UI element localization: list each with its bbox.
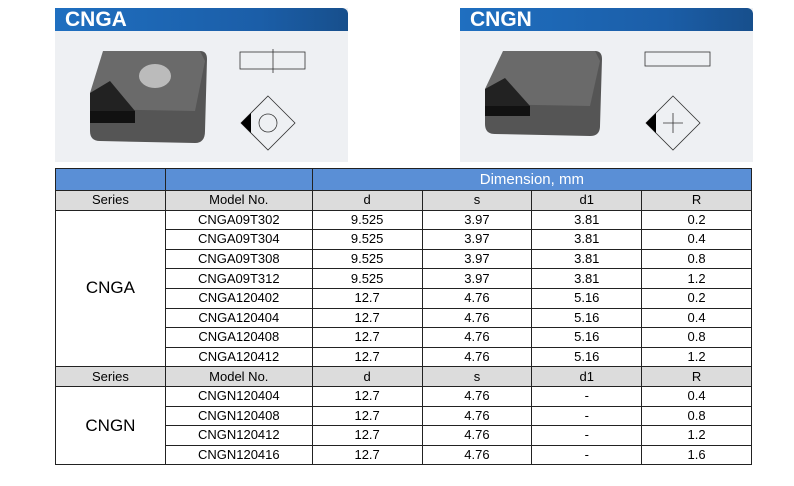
header-blank bbox=[55, 168, 166, 191]
table-cell: 9.525 bbox=[311, 209, 423, 231]
column-header-row: Series Model No. d s d1 R bbox=[55, 366, 752, 387]
table-cell: 0.4 bbox=[641, 385, 752, 407]
table-cell: 4.76 bbox=[421, 287, 533, 309]
table-cell: CNGA120404 bbox=[164, 307, 313, 329]
table-cell: 4.76 bbox=[421, 405, 533, 427]
table-cell: 12.7 bbox=[311, 346, 423, 368]
table-cell: CNGN120408 bbox=[164, 405, 313, 427]
column-header: R bbox=[641, 366, 752, 387]
table-cell: 5.16 bbox=[531, 287, 643, 309]
column-header: Model No. bbox=[164, 190, 313, 211]
table-cell: 0.8 bbox=[641, 248, 752, 270]
table-cell: CNGA120402 bbox=[164, 287, 313, 309]
table-cell: 4.76 bbox=[421, 346, 533, 368]
table-cell: CNGA09T302 bbox=[164, 209, 313, 231]
table-cell: 12.7 bbox=[311, 405, 423, 427]
table-cell: 4.76 bbox=[421, 327, 533, 348]
dimension-header-row: Dimension, mm bbox=[55, 168, 753, 191]
table-cell: 3.97 bbox=[421, 209, 533, 231]
column-header: s bbox=[421, 366, 533, 387]
table-cell: 0.2 bbox=[641, 209, 752, 231]
table-row: CNGN120408 12.7 4.76-0.8 bbox=[56, 405, 752, 427]
column-header: d bbox=[311, 190, 423, 211]
table-cell: 5.16 bbox=[531, 346, 643, 368]
table-cell: CNGA09T308 bbox=[164, 248, 313, 270]
table-cell: 3.97 bbox=[421, 248, 533, 270]
table-cell: 12.7 bbox=[311, 425, 423, 446]
column-header: Series bbox=[55, 366, 166, 387]
table-cell: 1.2 bbox=[641, 346, 752, 368]
cnga-insert-image bbox=[90, 49, 306, 151]
table-cell: 12.7 bbox=[311, 444, 423, 466]
column-header: d1 bbox=[531, 366, 643, 387]
series-cell: CNGA bbox=[55, 209, 166, 368]
table-cell: 1.2 bbox=[641, 268, 752, 289]
dimension-table: Dimension, mm Series Model No. d s d1 R CNGA CNG… bbox=[55, 168, 753, 466]
cngn-insert-image bbox=[485, 51, 711, 151]
column-header: d1 bbox=[531, 190, 643, 211]
table-row: CNGA120402 12.7 4.76 5.16 0.2 bbox=[56, 287, 752, 309]
table-cell: - bbox=[531, 425, 643, 446]
table-cell: 9.525 bbox=[311, 248, 423, 270]
cngn-panel: CNGN bbox=[460, 8, 753, 162]
dimension-header: Dimension, mm bbox=[311, 168, 753, 191]
table-cell: - bbox=[531, 385, 643, 407]
table-cell: 12.7 bbox=[311, 307, 423, 329]
table-cell: CNGA09T304 bbox=[164, 229, 313, 250]
table-cell: 0.4 bbox=[641, 307, 752, 329]
table-cell: 0.8 bbox=[641, 327, 752, 348]
table-cell: CNGA09T312 bbox=[164, 268, 313, 289]
table-cell: 12.7 bbox=[311, 385, 423, 407]
column-header: s bbox=[421, 190, 533, 211]
table-cell: 5.16 bbox=[531, 327, 643, 348]
table-cell: 9.525 bbox=[311, 229, 423, 250]
table-cell: 4.76 bbox=[421, 444, 533, 466]
table-cell: CNGN120416 bbox=[164, 444, 313, 466]
table-row: CNGA CNGA09T302 9.525 3.97 3.81 0.2 bbox=[55, 209, 752, 368]
table-row: CNGA120408 12.7 4.76 5.16 0.8 bbox=[56, 327, 752, 348]
table-cell: 3.81 bbox=[531, 268, 643, 289]
table-row: CNGA09T308 9.525 3.97 3.81 0.8 bbox=[56, 248, 752, 270]
column-header: d bbox=[311, 366, 423, 387]
table-cell: 3.81 bbox=[531, 209, 643, 231]
table-cell: CNGA120412 bbox=[164, 346, 313, 368]
column-header: R bbox=[641, 190, 752, 211]
column-header: Model No. bbox=[164, 366, 313, 387]
table-row: CNGN CNGN120404 12.7 4.76-0.4 bbox=[55, 385, 752, 466]
series-cell: CNGN bbox=[55, 385, 166, 466]
table-cell: CNGN120404 bbox=[164, 385, 313, 407]
table-cell: - bbox=[531, 405, 643, 427]
table-row: CNGN120416 12.7 4.76-1.6 bbox=[56, 444, 752, 466]
table-cell: 4.76 bbox=[421, 385, 533, 407]
panel-title: CNGN bbox=[460, 8, 753, 31]
table-cell: 3.81 bbox=[531, 229, 643, 250]
table-cell: 3.97 bbox=[421, 229, 533, 250]
table-cell: 0.8 bbox=[641, 405, 752, 427]
table-cell: 9.525 bbox=[311, 268, 423, 289]
table-cell: 4.76 bbox=[421, 307, 533, 329]
table-cell: 5.16 bbox=[531, 307, 643, 329]
table-cell: 1.2 bbox=[641, 425, 752, 446]
table-cell: 0.2 bbox=[641, 287, 752, 309]
panel-title: CNGA bbox=[55, 8, 348, 31]
table-cell: 0.4 bbox=[641, 229, 752, 250]
header-blank bbox=[164, 168, 313, 191]
table-cell: CNGN120412 bbox=[164, 425, 313, 446]
table-cell: CNGA120408 bbox=[164, 327, 313, 348]
cnga-panel: CNGA bbox=[55, 8, 348, 162]
table-cell: - bbox=[531, 444, 643, 466]
table-cell: 3.97 bbox=[421, 268, 533, 289]
table-row: CNGA120404 12.7 4.76 5.16 0.4 bbox=[56, 307, 752, 329]
table-cell: 1.6 bbox=[641, 444, 752, 466]
table-cell: 12.7 bbox=[311, 287, 423, 309]
table-cell: 12.7 bbox=[311, 327, 423, 348]
table-row: CNGN120412 12.7 4.76-1.2 bbox=[56, 425, 752, 446]
table-cell: 4.76 bbox=[421, 425, 533, 446]
column-header: Series bbox=[55, 190, 166, 211]
column-header-row: Series Model No. d s d1 R bbox=[55, 190, 752, 211]
table-row: CNGA09T304 9.525 3.97 3.81 0.4 bbox=[56, 229, 752, 250]
table-cell: 3.81 bbox=[531, 248, 643, 270]
